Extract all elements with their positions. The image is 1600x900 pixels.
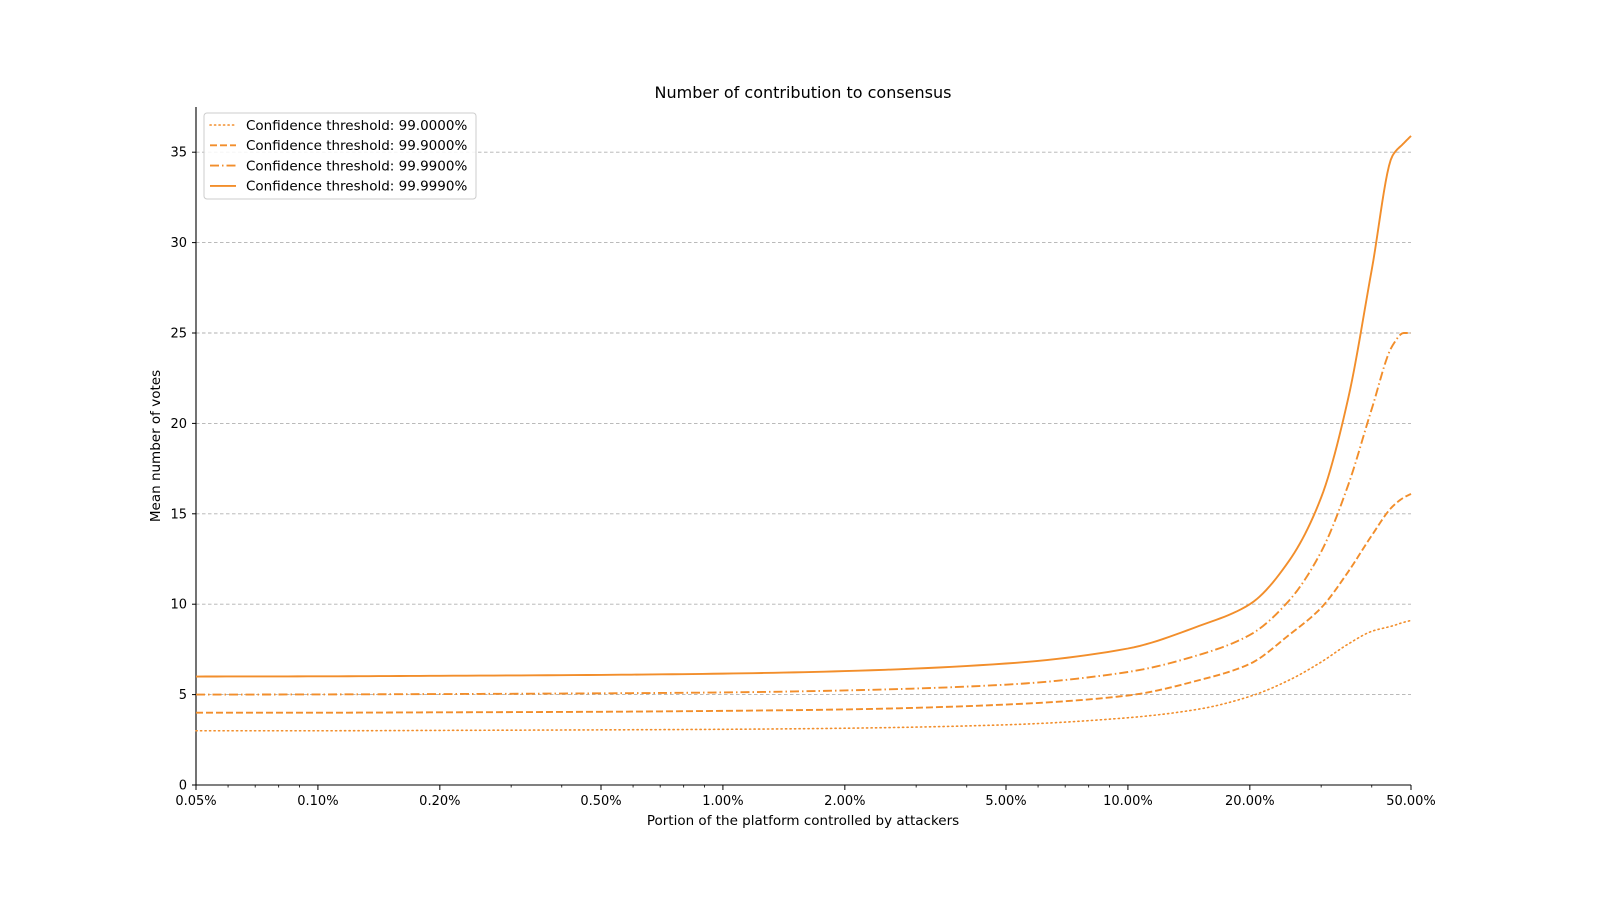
- x-tick-label: 2.00%: [824, 794, 865, 809]
- legend-box: [203, 112, 477, 200]
- y-tick-label: 10: [170, 598, 187, 613]
- axes-layer: [195, 107, 1411, 786]
- x-tick-label: 0.20%: [419, 794, 460, 809]
- series-line-1: [195, 619, 1412, 732]
- x-tick-label: 5.00%: [985, 794, 1026, 809]
- legend-label-3: Confidence threshold: 99.9900%: [246, 158, 467, 174]
- legend-label-1: Confidence threshold: 99.0000%: [246, 118, 467, 134]
- y-tick-label: 20: [170, 417, 187, 432]
- y-tick-label: 5: [179, 688, 187, 703]
- y-tick-label: 30: [170, 236, 187, 251]
- y-tick-label: 0: [179, 779, 187, 794]
- x-tick-label: 1.00%: [702, 794, 743, 809]
- series-layer: [195, 135, 1412, 732]
- series-line-3: [195, 332, 1411, 696]
- y-tick-label: 35: [170, 146, 187, 161]
- legend: Confidence threshold: 99.0000% Confidence…: [203, 112, 477, 200]
- grid-layer: [196, 151, 1411, 696]
- y-tick-label: 25: [170, 327, 187, 342]
- series-line-2: [196, 493, 1412, 714]
- x-tick-label: 50.00%: [1386, 794, 1436, 809]
- x-tick-label: 0.05%: [175, 794, 216, 809]
- x-tick-label: 0.10%: [297, 794, 338, 809]
- chart-title: Number of contribution to consensus: [655, 83, 952, 102]
- ticks-layer: 0 5 10 15 20 25 30 35 0.05% 0.10% 0.20% 0.50% 1.00% 2…: [170, 146, 1435, 809]
- legend-label-4: Confidence threshold: 99.9990%: [246, 179, 467, 195]
- x-tick-label: 0.50%: [580, 794, 621, 809]
- x-axis-title: Portion of the platform controlled by at…: [647, 813, 959, 829]
- x-tick-label: 10.00%: [1103, 794, 1153, 809]
- y-axis-title: Mean number of votes: [148, 370, 164, 522]
- y-tick-label: 15: [170, 507, 187, 522]
- series-line-4: [195, 135, 1412, 678]
- legend-label-2: Confidence threshold: 99.9000%: [246, 138, 467, 154]
- x-tick-label: 20.00%: [1225, 794, 1275, 809]
